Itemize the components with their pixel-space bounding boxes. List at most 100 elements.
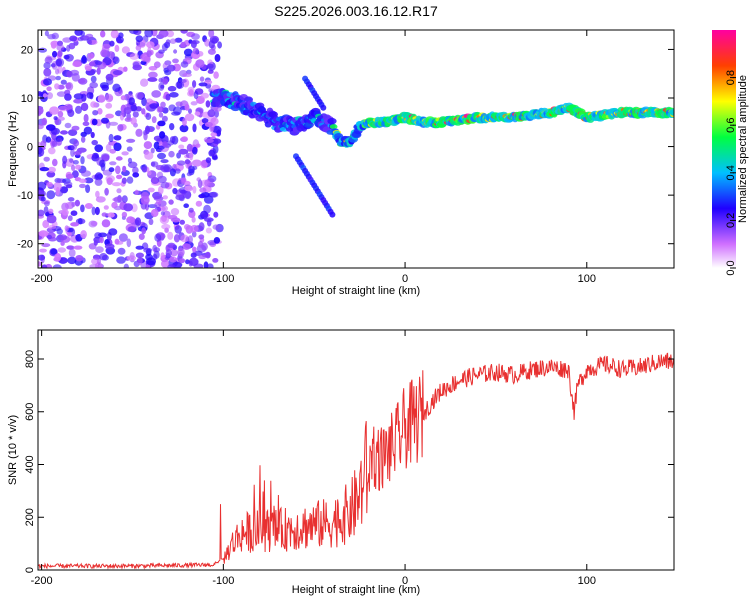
noise-blob — [205, 227, 212, 234]
noise-blob — [185, 259, 190, 265]
noise-blob — [180, 41, 186, 48]
noise-blob — [50, 40, 59, 47]
noise-blob — [203, 204, 212, 214]
noise-blob — [63, 54, 70, 60]
noise-blob — [94, 144, 103, 153]
noise-blob — [78, 77, 88, 85]
colorbar-label: Normalized spectral amplitude — [737, 75, 749, 223]
noise-blob — [111, 201, 118, 209]
noise-blob — [194, 111, 201, 116]
noise-blob — [140, 78, 149, 87]
noise-blob — [88, 53, 94, 60]
noise-blob — [201, 118, 209, 124]
noise-blob — [64, 122, 72, 129]
noise-blob — [135, 245, 144, 250]
noise-blob — [117, 124, 124, 132]
noise-blob — [158, 112, 164, 118]
noise-blob — [184, 103, 190, 111]
snr-plot-area — [38, 352, 674, 570]
noise-blob — [75, 105, 82, 114]
noise-blob — [119, 112, 125, 121]
noise-blob — [160, 181, 170, 189]
noise-blob — [64, 93, 72, 101]
noise-blob — [192, 146, 198, 155]
noise-blob — [137, 256, 143, 266]
noise-blob — [208, 30, 215, 38]
noise-blob — [169, 136, 176, 144]
noise-blob — [90, 101, 97, 108]
noise-blob — [167, 231, 174, 240]
noise-blob — [200, 159, 208, 169]
noise-blob — [108, 167, 115, 173]
noise-blob — [81, 170, 91, 177]
noise-blob — [108, 228, 118, 236]
noise-blob — [73, 98, 83, 104]
noise-blob — [71, 144, 78, 150]
noise-blob — [47, 166, 56, 173]
noise-blob — [81, 136, 86, 143]
noise-blob — [75, 255, 84, 262]
noise-blob — [115, 165, 121, 175]
noise-blob — [38, 261, 42, 267]
noise-blob — [184, 159, 191, 165]
noise-blob — [192, 123, 197, 133]
noise-blob — [83, 113, 89, 123]
noise-blob — [179, 219, 185, 225]
noise-blob — [85, 33, 94, 39]
noise-blob — [66, 44, 71, 52]
noise-blob — [50, 248, 58, 255]
noise-blob — [101, 117, 109, 124]
noise-blob — [90, 39, 98, 45]
noise-blob — [115, 156, 123, 161]
noise-blob — [198, 82, 208, 87]
noise-blob — [183, 203, 189, 208]
snr-line — [38, 352, 674, 570]
noise-blob — [114, 44, 120, 53]
heatmap-area — [38, 30, 674, 268]
signal-blob — [329, 124, 338, 130]
noise-blob — [150, 147, 155, 154]
noise-blob — [54, 252, 62, 262]
noise-blob — [213, 211, 219, 218]
noise-blob — [66, 70, 73, 78]
noise-blob — [130, 104, 138, 112]
noise-blob — [100, 49, 108, 58]
noise-blob — [193, 90, 199, 100]
noise-blob — [149, 127, 154, 132]
colorbar-tick-label: 0.4 — [725, 165, 737, 180]
noise-blob — [121, 46, 130, 54]
noise-blob — [109, 40, 115, 47]
noise-blob — [123, 203, 134, 212]
noise-blob — [184, 185, 194, 192]
noise-blob — [205, 157, 212, 164]
noise-blob — [98, 232, 108, 238]
noise-blob — [94, 178, 103, 186]
noise-blob — [126, 238, 132, 248]
noise-blob — [38, 254, 46, 261]
noise-blob — [205, 100, 211, 108]
noise-blob — [169, 38, 177, 44]
noise-blob — [144, 151, 154, 160]
noise-blob — [60, 79, 67, 85]
noise-blob — [131, 203, 138, 213]
noise-blob — [152, 244, 158, 253]
noise-blob — [165, 249, 172, 258]
snr-y-tick-label: 800 — [24, 350, 36, 368]
noise-blob — [132, 166, 139, 174]
noise-blob — [157, 175, 167, 184]
noise-blob — [73, 245, 83, 250]
noise-blob — [148, 218, 154, 225]
noise-blob — [175, 101, 183, 107]
noise-blob — [85, 184, 91, 193]
heatmap-x-tick-label: -200 — [31, 273, 53, 285]
noise-blob — [144, 30, 154, 38]
snr-y-tick-label: 200 — [24, 508, 36, 526]
noise-blob — [184, 190, 192, 200]
noise-blob — [187, 235, 193, 244]
noise-blob — [48, 224, 57, 230]
noise-blob — [199, 76, 205, 82]
noise-blob — [104, 187, 109, 196]
noise-blob — [174, 225, 182, 234]
noise-blob — [84, 203, 93, 209]
noise-blob — [207, 48, 216, 55]
